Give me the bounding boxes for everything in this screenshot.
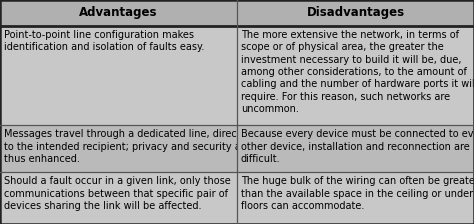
Text: Should a fault occur in a given link, only those
communications between that spe: Should a fault occur in a given link, on… (4, 177, 231, 211)
Text: The huge bulk of the wiring can often be greater
than the available space in the: The huge bulk of the wiring can often be… (241, 177, 474, 211)
Text: Point-to-point line configuration makes
identification and isolation of faults e: Point-to-point line configuration makes … (4, 30, 204, 52)
Text: Because every device must be connected to every
other device, installation and r: Because every device must be connected t… (241, 129, 474, 164)
Text: The more extensive the network, in terms of
scope or of physical area, the great: The more extensive the network, in terms… (241, 30, 474, 114)
Bar (0, 125, 474, 172)
Bar (0, 26, 474, 125)
Bar (0, 172, 474, 224)
Text: Disadvantages: Disadvantages (306, 6, 405, 19)
Text: Advantages: Advantages (79, 6, 158, 19)
Text: Messages travel through a dedicated line, directly
to the intended recipient; pr: Messages travel through a dedicated line… (4, 129, 250, 164)
Bar (0, 0, 474, 26)
